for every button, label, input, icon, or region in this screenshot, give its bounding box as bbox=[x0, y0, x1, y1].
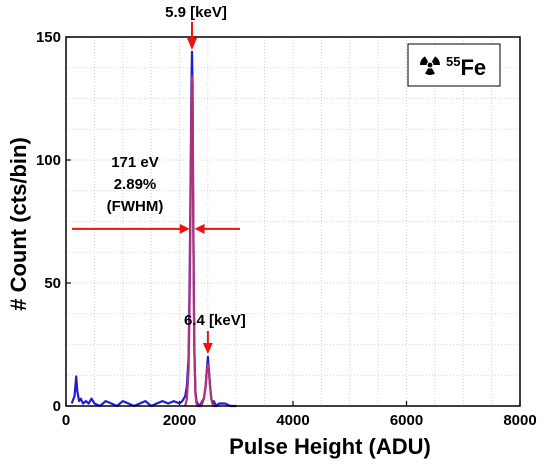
y-tick-label: 150 bbox=[36, 29, 61, 46]
legend: 55Fe bbox=[407, 43, 501, 87]
x-tick-label: 0 bbox=[62, 412, 70, 429]
annotations: 5.9 [keV] 6.4 [keV] 171 eV 2.89% (FWHM) bbox=[72, 4, 246, 354]
y-tick-label: 0 bbox=[53, 398, 61, 415]
y-axis-title: # Count (cts/bin) bbox=[6, 137, 31, 311]
plot-frame bbox=[65, 36, 521, 407]
fwhm-left-arrowhead bbox=[179, 223, 190, 234]
radiation-icon bbox=[419, 54, 441, 76]
y-tick-label: 100 bbox=[36, 152, 61, 169]
fwhm-energy-label: 171 eV bbox=[111, 154, 159, 171]
x-axis-title: Pulse Height (ADU) bbox=[229, 434, 431, 459]
peak-6.4-label: 6.4 [keV] bbox=[184, 312, 246, 329]
x-tick-label: 8000 bbox=[503, 412, 536, 429]
fwhm-right-arrowhead bbox=[194, 223, 205, 234]
fwhm-caption-label: (FWHM) bbox=[107, 198, 164, 215]
peak-6.4-arrowhead bbox=[202, 343, 213, 354]
peak-5.9-label: 5.9 [keV] bbox=[165, 4, 227, 21]
fwhm-percent-label: 2.89% bbox=[114, 176, 157, 193]
x-tick-label: 6000 bbox=[390, 412, 423, 429]
peak-5.9-arrowhead bbox=[186, 38, 197, 50]
legend-isotope-symbol: Fe bbox=[460, 55, 486, 80]
legend-isotope-label: 55Fe bbox=[446, 54, 486, 80]
y-tick-label: 50 bbox=[44, 275, 61, 292]
legend-isotope-mass: 55 bbox=[446, 54, 460, 69]
x-tick-label: 4000 bbox=[276, 412, 309, 429]
tick-labels: 0 2000 4000 6000 8000 0 50 100 150 bbox=[36, 29, 537, 429]
x-tick-label: 2000 bbox=[163, 412, 196, 429]
